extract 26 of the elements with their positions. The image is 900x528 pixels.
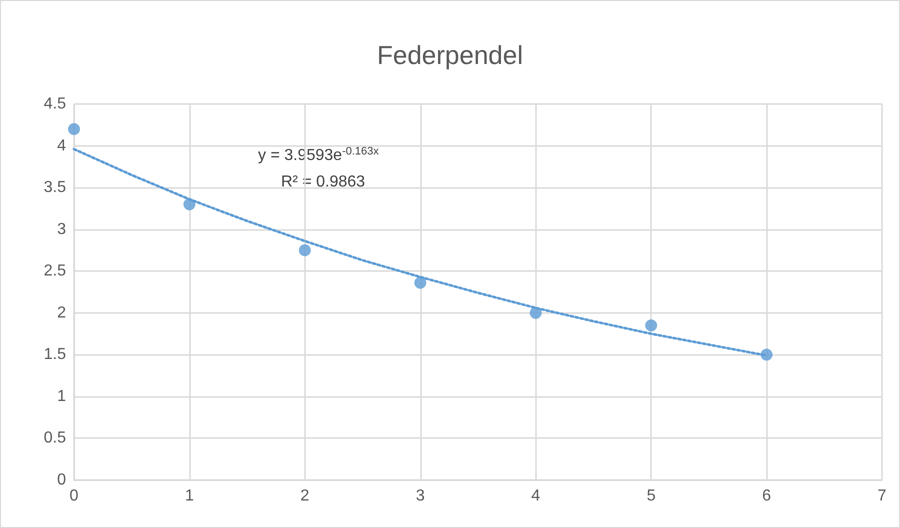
x-tick-label: 4: [531, 488, 540, 504]
y-tick-label: 4: [57, 137, 66, 154]
x-tick-label: 5: [646, 488, 656, 504]
point: [183, 198, 196, 210]
point: [760, 348, 773, 361]
y-tick-label: 0: [57, 472, 66, 488]
y-tick-label: 4.5: [44, 96, 66, 112]
y-tick-label: 2: [57, 304, 66, 322]
y-tick-label: 0.5: [44, 430, 66, 447]
x-tick-label: 7: [878, 488, 887, 504]
x-tick-label: 1: [184, 488, 194, 504]
x-tick-label: 0: [70, 488, 79, 504]
point: [298, 244, 311, 256]
x-tick-label: 6: [762, 488, 772, 504]
y-tick-label: 2.5: [44, 262, 66, 280]
y-tick-label: 1: [57, 388, 66, 405]
point: [68, 123, 80, 136]
x-tick-label: 3: [416, 488, 425, 504]
point: [645, 319, 658, 332]
y-tick-label: 3.5: [44, 179, 66, 196]
point: [530, 306, 542, 319]
y-tick-label: 3: [57, 220, 66, 238]
chart-title: Federpendel: [377, 40, 523, 70]
y-tick-label: 1.5: [44, 346, 66, 364]
x-tick-label: 2: [300, 488, 310, 504]
point: [414, 276, 426, 289]
